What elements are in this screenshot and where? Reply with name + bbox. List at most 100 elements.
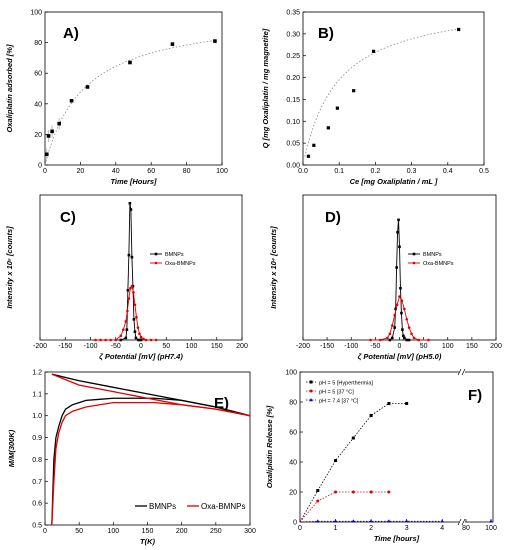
data-point: [127, 297, 131, 300]
data-point: [119, 338, 123, 342]
data-point: [132, 291, 135, 294]
data-point: [396, 230, 399, 234]
x-axis-label: Time [hours]: [374, 534, 420, 543]
x-tick-label: -150: [58, 343, 72, 350]
series-line: [120, 203, 141, 341]
x-tick-label: 0.2: [371, 168, 381, 175]
y-axis-label: Oxaliplatin Release [%]: [265, 405, 274, 488]
data-point: [351, 519, 356, 523]
y-tick-label: 0.25: [286, 53, 300, 60]
data-point: [400, 311, 403, 315]
data-point: [46, 134, 51, 138]
y-tick-label: 0.15: [286, 97, 300, 104]
x-tick-label: 100: [216, 168, 228, 175]
y-tick-label: 20: [289, 490, 297, 497]
data-point: [351, 490, 355, 494]
data-point: [390, 336, 394, 340]
y-tick-label: 0.35: [286, 10, 300, 17]
data-point: [122, 328, 125, 331]
x-tick-label: 3: [405, 525, 409, 532]
data-point: [154, 338, 158, 342]
axis-break-mark: [457, 518, 462, 526]
x-tick-label: 150: [142, 528, 154, 535]
x-tick-label: -200: [33, 343, 47, 350]
data-point: [393, 326, 396, 329]
legend-label: Oxa-BMNPs: [165, 261, 196, 267]
panel-c: -200 -150 -100 -50 0 50 100 150 200 ζ Potential […: [5, 194, 248, 361]
x-axis-label: ζ Potential [mV] (pH5.0): [358, 352, 442, 361]
legend-label: Oxa-BMNPs: [201, 502, 245, 511]
data-point: [126, 288, 130, 292]
data-point: [398, 295, 401, 298]
x-tick-label: 80: [462, 525, 470, 532]
series-line: [95, 285, 157, 341]
y-tick-label: 0.05: [286, 141, 300, 148]
data-point: [213, 39, 217, 43]
data-point: [351, 436, 355, 440]
x-tick-label: -50: [370, 343, 380, 350]
y-tick-label: 1.0: [32, 413, 42, 420]
data-point: [334, 459, 338, 462]
panel-e: 0 50 100 150 200 250 300 0.5 0.6 0.7 0.8 0.9 1.0 1.1 1…: [7, 370, 256, 547]
legend-marker: [154, 252, 158, 256]
data-point: [128, 60, 132, 65]
data-point: [400, 299, 404, 302]
data-point: [119, 334, 123, 338]
data-point: [135, 315, 138, 319]
x-tick-label: 100: [186, 343, 198, 350]
data-point: [133, 303, 137, 307]
panel-label: A): [63, 25, 79, 42]
x-tick-label: 100: [485, 525, 497, 532]
data-point: [316, 489, 320, 492]
legend-label: pH = 5 [Hyperthermia]: [319, 381, 373, 387]
y-tick-label: 40: [34, 101, 42, 108]
axis-break-mark: [461, 368, 466, 376]
y-tick-label: 100: [285, 370, 297, 377]
data-point: [371, 49, 376, 53]
x-tick-label: 0.4: [443, 168, 453, 175]
panel-label: D): [325, 209, 341, 226]
x-tick-label: 300: [244, 528, 256, 535]
x-tick-label: 4: [440, 525, 444, 532]
legend-marker: [309, 380, 313, 384]
y-tick-label: 0: [293, 520, 297, 527]
data-point: [316, 499, 320, 503]
data-point: [378, 338, 382, 342]
data-point: [395, 266, 398, 269]
x-tick-label: 40: [112, 168, 120, 175]
x-tick-label: -150: [320, 343, 334, 350]
data-point: [312, 143, 316, 147]
data-point: [489, 519, 493, 523]
x-tick-label: 50: [420, 343, 428, 350]
x-tick-label: 0.1: [334, 168, 344, 175]
x-tick-label: 0: [298, 525, 302, 532]
data-point: [387, 519, 391, 523]
legend-label: Oxa-BMNPs: [423, 261, 454, 267]
data-point: [333, 519, 338, 523]
data-point: [144, 338, 148, 342]
x-tick-label: 150: [211, 343, 223, 350]
axis-break-mark: [457, 368, 462, 376]
data-point: [142, 337, 145, 341]
data-point: [139, 338, 143, 342]
fit-curve: [44, 40, 215, 166]
data-point: [138, 332, 141, 336]
axis-break-gap: [459, 519, 465, 525]
data-point: [126, 309, 129, 313]
data-point: [388, 332, 392, 336]
y-tick-label: 40: [289, 460, 297, 467]
data-point: [405, 402, 409, 405]
zfc-curve: [51, 401, 251, 526]
plot-frame-f: [299, 371, 494, 523]
data-point: [369, 414, 373, 417]
x-tick-label: 150: [466, 343, 478, 350]
data-point: [403, 307, 406, 311]
panel-label: F): [468, 387, 482, 404]
x-tick-label: 2: [369, 525, 373, 532]
x-tick-label: -100: [83, 343, 97, 350]
data-point: [139, 335, 143, 339]
x-tick-label: 0: [43, 528, 47, 535]
panel-label: B): [318, 25, 334, 42]
x-axis-label: T(K): [140, 537, 155, 546]
